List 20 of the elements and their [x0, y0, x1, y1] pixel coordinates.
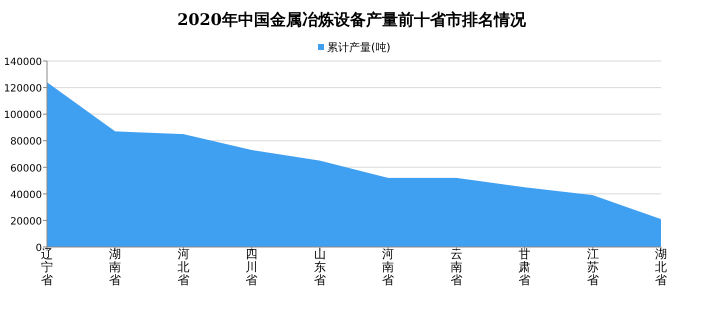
x-tick-label: 湖北省 — [655, 247, 667, 287]
legend-label: 累计产量(吨) — [327, 41, 391, 54]
x-tick-label: 山东省 — [314, 247, 326, 287]
y-tick-label: 20000 — [10, 216, 42, 228]
y-tick-label: 0 — [36, 243, 42, 254]
x-tick-label: 河北省 — [177, 247, 190, 287]
y-tick-label: 100000 — [4, 110, 42, 122]
y-tick-label: 60000 — [10, 163, 42, 174]
x-tick-label: 湖南省 — [109, 247, 122, 287]
x-tick-label: 河南省 — [382, 247, 394, 287]
x-tick-label: 云南省 — [450, 247, 462, 287]
y-tick-label: 140000 — [4, 57, 42, 68]
y-tick-label: 40000 — [10, 190, 42, 201]
y-tick-label: 120000 — [4, 84, 42, 95]
y-tick-label: 80000 — [10, 136, 42, 148]
x-tick-label: 江苏省 — [586, 247, 599, 287]
x-tick-label: 四川省 — [246, 247, 258, 287]
chart-title: 2020年中国金属冶炼设备产量前十省市排名情况 — [177, 10, 527, 29]
x-tick-label: 甘肃省 — [518, 247, 531, 287]
x-tick-label: 辽宁省 — [41, 247, 53, 287]
